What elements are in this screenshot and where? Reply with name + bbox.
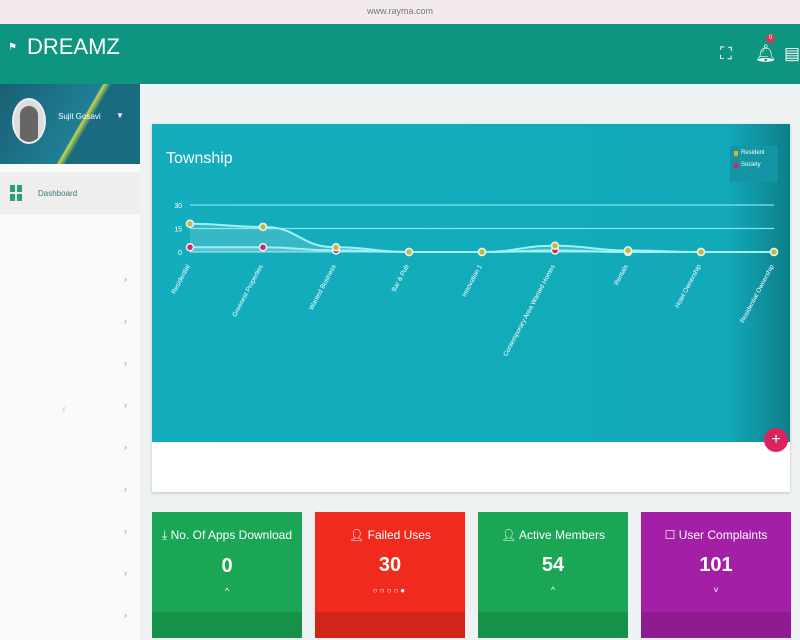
app-name: DREAMZ xyxy=(26,34,120,59)
download-icon: ⤓ xyxy=(161,528,168,542)
chevron-right-icon[interactable]: › xyxy=(124,568,127,578)
chevron-right-icon[interactable]: › xyxy=(124,358,127,368)
notification-badge: 0 xyxy=(766,34,775,43)
x-tick-label: Innovation 1 xyxy=(461,263,484,298)
chart-legend: Resident Society xyxy=(730,146,778,182)
stat-card[interactable]: 👤︎ Failed Uses 30 ○○○○● xyxy=(315,512,465,638)
top-bar: ⚑ DREAMZ ⛶ 🔔︎ 0 ▤ xyxy=(0,24,800,84)
data-point xyxy=(550,241,560,250)
stat-label: ⤓ No. Of Apps Download xyxy=(161,528,293,542)
user-dropdown-icon[interactable]: ▼ xyxy=(116,111,124,120)
url-bar[interactable]: www.rayma.com xyxy=(0,0,800,24)
series-area xyxy=(190,223,774,252)
stat-footer[interactable] xyxy=(152,612,302,638)
stat-label: 👤︎ Active Members xyxy=(501,528,605,542)
data-point xyxy=(185,243,195,252)
x-tick-label: Greenest Properties xyxy=(231,263,265,318)
stat-footer[interactable] xyxy=(315,612,465,638)
stat-toggle[interactable]: ^ xyxy=(224,586,230,596)
data-point xyxy=(185,219,195,229)
data-point xyxy=(696,247,706,257)
data-point xyxy=(623,246,633,255)
chevron-right-icon[interactable]: › xyxy=(124,484,127,494)
x-tick-label: Residential xyxy=(170,263,192,295)
x-tick-label: Hotel Ownership xyxy=(674,263,703,309)
chevron-right-icon[interactable]: › xyxy=(124,274,127,284)
menu-toggle-icon[interactable]: ⚑ xyxy=(8,41,17,53)
stat-card[interactable]: ☐ User Complaints 101 ˅ xyxy=(641,512,791,638)
township-chart-card: Township 0 15 30 Residential Greenest Proper… xyxy=(152,124,790,492)
loading-dots-icon: ○○○○● xyxy=(372,586,408,595)
stat-label: 👤︎ Failed Uses xyxy=(349,528,431,542)
stat-toggle[interactable]: ˅ xyxy=(713,585,719,595)
avatar xyxy=(12,98,46,144)
chat-icon[interactable]: ▤ xyxy=(784,44,800,63)
x-tick-label: Bar & Pub xyxy=(391,263,411,293)
user-icon: 👤︎ xyxy=(349,528,365,542)
chart-title: Township xyxy=(166,150,233,167)
x-tick-label: Wanted Business xyxy=(308,263,338,311)
user-name[interactable]: Sujit Gosavi xyxy=(58,112,101,121)
clipboard-icon: ☐ xyxy=(664,528,676,542)
stat-footer[interactable] xyxy=(478,612,628,638)
logo[interactable]: ⚑ DREAMZ xyxy=(8,34,120,60)
sidebar-item-dashboard[interactable]: Dashboard xyxy=(0,172,140,214)
x-tick-label: Rentals xyxy=(613,263,630,286)
user-icon: 👤︎ xyxy=(501,528,517,542)
x-tick-label: Contemporary Area Wanted Homes xyxy=(502,263,557,358)
data-point xyxy=(404,247,414,257)
chevron-right-icon[interactable]: › xyxy=(124,610,127,620)
stat-value: 0 xyxy=(221,555,233,577)
x-tick-label: Residential Ownership xyxy=(739,263,776,324)
y-tick-label: 15 xyxy=(174,227,182,234)
bell-icon[interactable]: 🔔︎ xyxy=(755,44,777,63)
collapse-sidebar-icon[interactable]: ‹ xyxy=(62,402,66,416)
fullscreen-icon[interactable]: ⛶ xyxy=(720,44,732,63)
stat-card[interactable]: 👤︎ Active Members 54 ^ xyxy=(478,512,628,638)
stat-value: 30 xyxy=(378,554,402,576)
chevron-right-icon[interactable]: › xyxy=(124,526,127,536)
add-button[interactable]: + xyxy=(764,428,788,452)
data-point xyxy=(258,222,268,232)
chevron-right-icon[interactable]: › xyxy=(124,316,127,326)
township-line-chart: 0 15 30 Residential Greenest Properties Wante… xyxy=(170,203,779,358)
stat-value: 101 xyxy=(699,554,733,576)
stat-toggle[interactable]: ○○○○● xyxy=(315,585,465,595)
legend-item-society[interactable]: Society xyxy=(734,162,774,168)
sidebar-item-label: Dashboard xyxy=(38,188,78,198)
data-point xyxy=(477,247,487,257)
data-point xyxy=(331,243,341,252)
stat-label: ☐ User Complaints xyxy=(664,528,768,542)
legend-item-resident[interactable]: Resident xyxy=(734,150,774,156)
chart-area: Township 0 15 30 Residential Greenest Proper… xyxy=(152,124,790,442)
sidebar: Sujit Gosavi ▼ Dashboard › › › › › › › ›… xyxy=(0,84,140,640)
stat-value: 54 xyxy=(541,554,565,576)
chevron-right-icon[interactable]: › xyxy=(124,400,127,410)
dashboard-icon xyxy=(10,185,22,201)
url-text: www.rayma.com xyxy=(366,6,433,16)
data-point xyxy=(769,247,779,257)
chevron-right-icon[interactable]: › xyxy=(124,442,127,452)
stat-toggle[interactable]: ^ xyxy=(550,585,556,595)
y-tick-label: 0 xyxy=(178,250,182,257)
stat-card[interactable]: ⤓ No. Of Apps Download 0 ^ xyxy=(152,512,302,638)
stat-footer[interactable] xyxy=(641,612,791,638)
data-point xyxy=(258,243,268,252)
user-profile: Sujit Gosavi ▼ xyxy=(0,84,140,164)
y-tick-label: 30 xyxy=(174,203,182,210)
